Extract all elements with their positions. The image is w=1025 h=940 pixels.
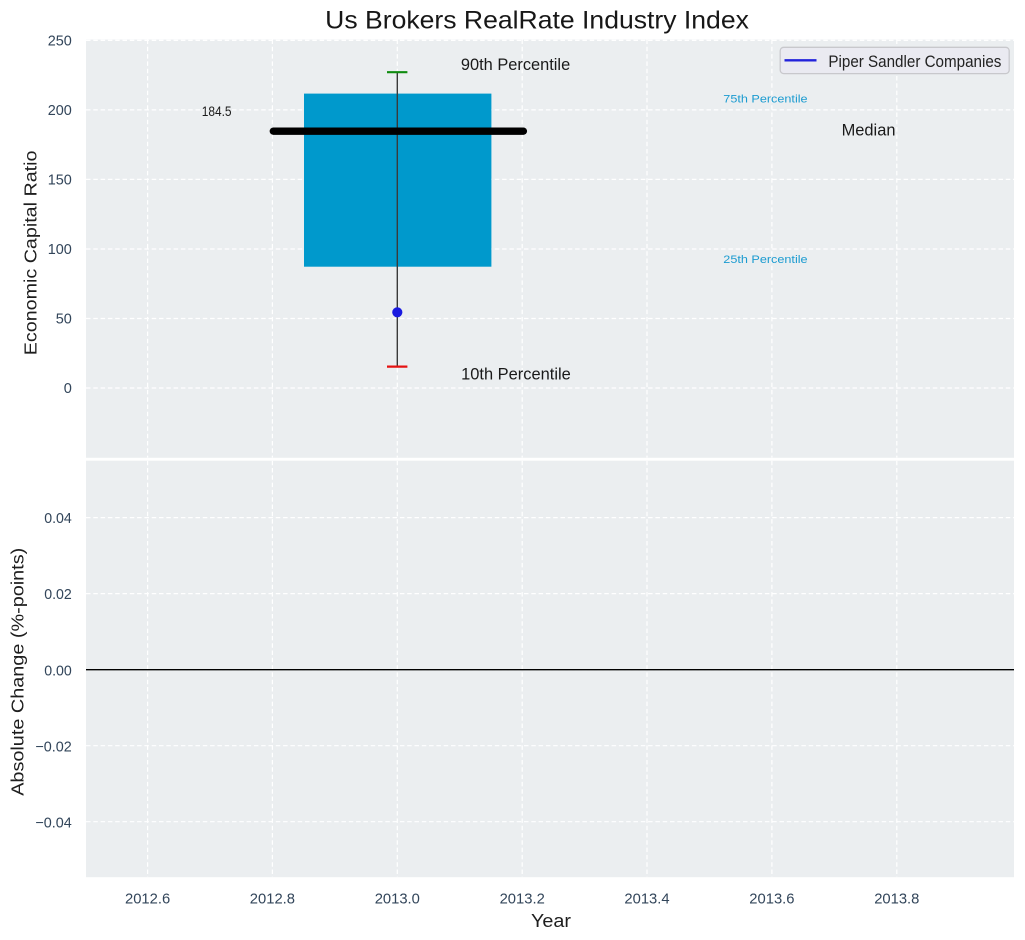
svg-text:10th Percentile: 10th Percentile xyxy=(461,365,571,383)
svg-text:Year: Year xyxy=(531,911,571,931)
svg-text:2013.0: 2013.0 xyxy=(375,891,420,907)
svg-text:184.5: 184.5 xyxy=(202,103,232,119)
svg-text:0.02: 0.02 xyxy=(44,587,72,603)
svg-text:−0.02: −0.02 xyxy=(35,739,71,755)
svg-text:2012.6: 2012.6 xyxy=(125,891,170,907)
svg-text:Us Brokers RealRate Industry I: Us Brokers RealRate Industry Index xyxy=(325,6,749,34)
svg-text:250: 250 xyxy=(48,34,72,50)
svg-text:25th Percentile: 25th Percentile xyxy=(723,254,807,266)
svg-text:90th Percentile: 90th Percentile xyxy=(461,56,570,74)
svg-text:2013.2: 2013.2 xyxy=(500,891,545,907)
svg-text:2012.8: 2012.8 xyxy=(250,891,295,907)
svg-text:Median: Median xyxy=(842,121,896,139)
svg-text:Economic Capital Ratio: Economic Capital Ratio xyxy=(21,150,41,355)
svg-text:150: 150 xyxy=(48,173,72,189)
svg-text:200: 200 xyxy=(48,103,72,119)
svg-text:−0.04: −0.04 xyxy=(35,815,71,831)
svg-text:50: 50 xyxy=(56,312,72,328)
svg-text:Piper Sandler Companies: Piper Sandler Companies xyxy=(828,52,1001,71)
svg-text:2013.6: 2013.6 xyxy=(749,891,794,907)
svg-text:2013.4: 2013.4 xyxy=(624,891,669,907)
svg-text:Absolute Change (%-points): Absolute Change (%-points) xyxy=(8,548,28,796)
svg-text:75th Percentile: 75th Percentile xyxy=(723,93,807,105)
svg-text:2013.8: 2013.8 xyxy=(874,891,919,907)
svg-text:0: 0 xyxy=(64,381,72,397)
svg-text:100: 100 xyxy=(48,242,72,258)
svg-text:0.00: 0.00 xyxy=(44,663,72,679)
svg-text:0.04: 0.04 xyxy=(44,511,72,527)
